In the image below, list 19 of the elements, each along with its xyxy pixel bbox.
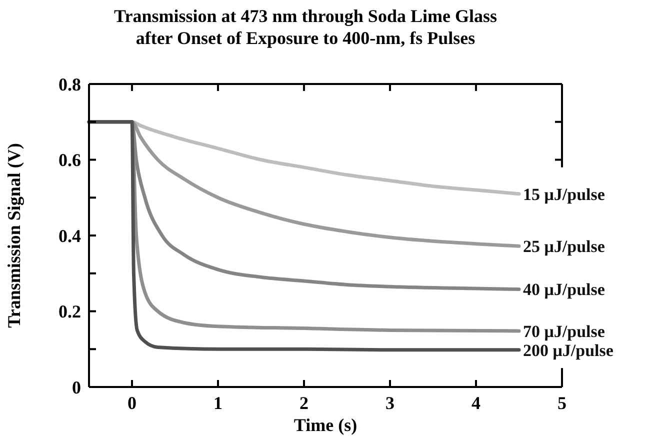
y-tick-label: 0 [72,377,81,398]
x-tick-label: 1 [214,393,222,413]
x-tick-label: 5 [558,393,566,413]
chart-title: Transmission at 473 nm through Soda Lime Glass after Onset of Exposure to 400-nm, fs Pulses [114,6,497,48]
series-label: 15 μJ/pulse [523,184,606,204]
series-label: 70 μJ/pulse [523,322,606,341]
x-tick-label: 0 [128,393,136,413]
x-tick-label: 4 [472,393,480,413]
x-tick-label: 2 [300,393,308,413]
series-label: 200 μJ/pulse [523,340,614,360]
x-axis-title: Time (s) [294,415,358,435]
y-tick-label: 0.4 [58,226,81,246]
y-tick-label: 0.2 [58,302,81,322]
y-axis-title: Transmission Signal (V) [4,143,24,328]
series-label: 25 μJ/pulse [523,237,606,256]
y-tick-label: 0.6 [58,150,81,170]
x-tick-label: 3 [386,393,394,413]
y-tick-label: 0.8 [58,74,81,94]
series-label: 40 μJ/pulse [523,280,606,300]
